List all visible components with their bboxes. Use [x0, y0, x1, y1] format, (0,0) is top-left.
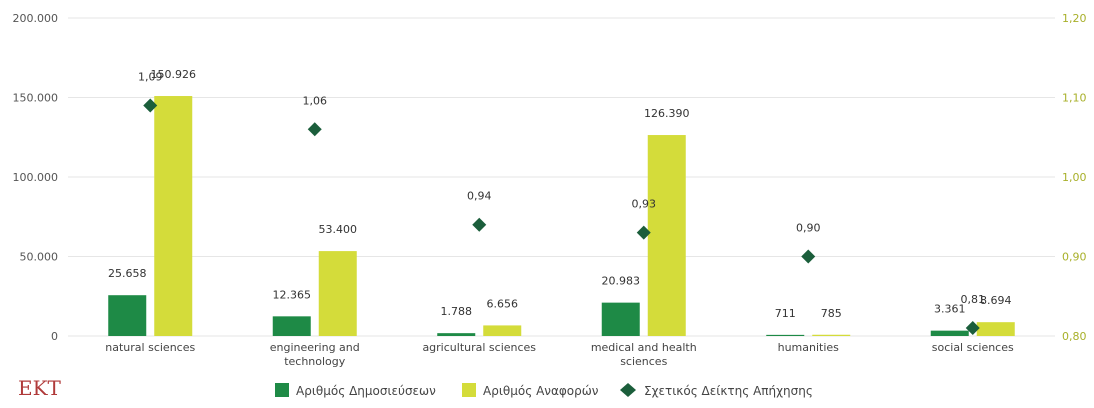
bar-citations	[976, 322, 1015, 336]
bar-citations	[154, 96, 193, 337]
y-left-tick-label: 200.000	[13, 12, 59, 25]
marker-impact-index	[472, 217, 487, 232]
data-label-citations: 785	[821, 307, 842, 320]
marker-impact-index	[636, 225, 651, 240]
data-label-publications: 20.983	[602, 275, 641, 288]
y-left-tick-label: 0	[51, 330, 58, 343]
data-label-publications: 711	[775, 307, 796, 320]
legend-marker-impact-index	[620, 383, 636, 397]
data-label-publications: 12.365	[273, 288, 312, 301]
legend-label-publications: Αριθμός Δημοσιεύσεων	[296, 384, 436, 398]
data-label-citations: 8.694	[980, 294, 1012, 307]
data-label-impact-index: 0,93	[632, 198, 657, 211]
data-label-publications: 3.361	[934, 303, 966, 316]
marker-impact-index	[801, 249, 816, 264]
data-label-impact-index: 0,94	[467, 190, 492, 203]
bar-citations	[647, 135, 686, 336]
x-category-label: medical and health	[591, 341, 697, 354]
bar-citations	[812, 334, 851, 336]
y-right-tick-label: 1,20	[1062, 12, 1087, 25]
y-right-tick-label: 1,10	[1062, 92, 1087, 105]
data-label-citations: 126.390	[644, 107, 690, 120]
y-right-tick-label: 0,90	[1062, 251, 1087, 264]
data-label-impact-index: 1,06	[303, 94, 328, 107]
bar-publications	[601, 302, 640, 336]
legend-swatch-publications	[275, 383, 289, 397]
data-label-citations: 53.400	[319, 223, 358, 236]
bar-citations	[318, 251, 357, 336]
bar-publications	[272, 316, 311, 336]
bar-publications	[108, 295, 147, 336]
ekt-logo: EKT	[18, 376, 62, 400]
x-category-label: humanities	[778, 341, 840, 354]
y-left-tick-label: 150.000	[13, 92, 59, 105]
bar-publications	[930, 330, 969, 336]
x-category-label: engineering and	[270, 341, 360, 354]
y-right-tick-label: 0,80	[1062, 330, 1087, 343]
data-label-impact-index: 0,90	[796, 222, 821, 235]
marker-impact-index	[143, 98, 158, 113]
x-category-label: sciences	[620, 355, 667, 368]
data-label-publications: 1.788	[441, 305, 473, 318]
data-label-impact-index: 1,09	[138, 70, 163, 83]
data-label-impact-index: 0,81	[961, 293, 986, 306]
data-label-citations: 150.926	[151, 68, 197, 81]
data-label-publications: 25.658	[108, 267, 147, 280]
marker-impact-index	[965, 321, 980, 336]
y-left-tick-label: 100.000	[13, 171, 59, 184]
legend-label-impact-index: Σχετικός Δείκτης Απήχησης	[644, 384, 813, 398]
bar-citations	[483, 325, 522, 336]
y-right-tick-label: 1,00	[1062, 171, 1087, 184]
legend-swatch-citations	[462, 383, 476, 397]
x-category-label: social sciences	[932, 341, 1014, 354]
legend-label-citations: Αριθμός Αναφορών	[483, 384, 599, 398]
bar-publications	[766, 334, 805, 336]
marker-impact-index	[307, 122, 322, 137]
x-category-label: natural sciences	[105, 341, 195, 354]
y-left-tick-label: 50.000	[20, 251, 59, 264]
x-category-label: agricultural sciences	[422, 341, 536, 354]
data-label-citations: 6.656	[487, 297, 519, 310]
bar-publications	[437, 333, 476, 336]
x-category-label: technology	[284, 355, 346, 368]
